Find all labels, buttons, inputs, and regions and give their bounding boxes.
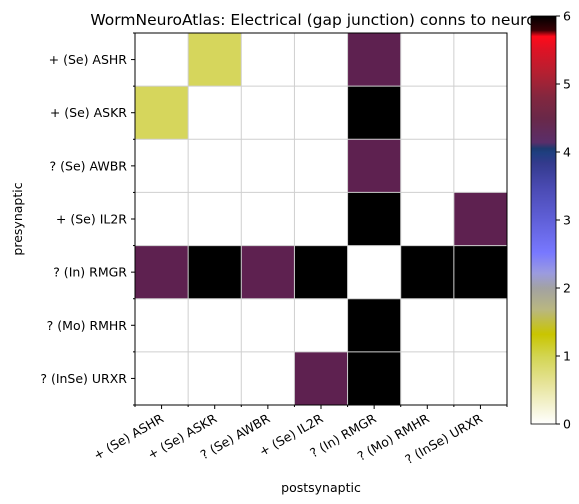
- heatmap-cell: [294, 351, 348, 406]
- heatmap-cell: [400, 33, 455, 87]
- heatmap-cell: [188, 245, 242, 300]
- y-tick-label: + (Se) ASKR: [50, 105, 127, 120]
- x-tick-labels: + (Se) ASHR+ (Se) ASKR? (Se) AWBR+ (Se) …: [91, 405, 508, 467]
- y-tick-label: + (Se) ASHR: [49, 52, 128, 67]
- heatmap-cell: [294, 192, 348, 246]
- heatmap-cell: [135, 351, 189, 406]
- heatmap-cell: [400, 192, 455, 246]
- heatmap-cell: [294, 298, 348, 353]
- heatmap-cell: [400, 139, 455, 193]
- heatmap-cell: [453, 33, 508, 87]
- heatmap-cell: [400, 86, 455, 140]
- heatmap-cell: [188, 192, 242, 246]
- y-tick-label: ? (Se) AWBR: [50, 158, 128, 173]
- heatmap-cell: [188, 139, 242, 193]
- colorbar-tick-label: 2: [563, 281, 571, 296]
- heatmap-cell: [400, 298, 455, 353]
- y-tick-labels: + (Se) ASHR + (Se) ASKR ? (Se) AWBR + (Se) …: [40, 32, 135, 406]
- heatmap-cell: [453, 86, 508, 140]
- colorbar-tick-label: 0: [563, 417, 571, 432]
- heatmap-cell: [400, 351, 455, 406]
- y-tick-label: ? (Mo) RMHR: [47, 318, 128, 333]
- colorbar: [530, 15, 557, 425]
- chart-title: WormNeuroAtlas: Electrical (gap junction…: [90, 11, 553, 29]
- heatmap-cell: [347, 192, 402, 246]
- heatmap-cell: [294, 139, 348, 193]
- heatmap-cell: [453, 139, 508, 193]
- heatmap-cell: [241, 192, 295, 246]
- heatmap-cell: [241, 351, 295, 406]
- x-axis-label: postsynaptic: [281, 480, 361, 495]
- heatmap-cell: [347, 298, 402, 353]
- heatmap-cell: [347, 86, 402, 140]
- colorbar-tick-label: 6: [563, 9, 571, 24]
- heatmap-cell: [241, 86, 295, 140]
- heatmap-cell: [241, 245, 295, 300]
- heatmap-cell: [347, 245, 402, 300]
- heatmap-cell: [453, 351, 508, 406]
- heatmap-cell: [188, 351, 242, 406]
- heatmap-cell: [347, 33, 402, 87]
- heatmap-cell: [135, 298, 189, 353]
- y-tick-label: + (Se) IL2R: [56, 212, 127, 227]
- y-axis-label: presynaptic: [10, 182, 25, 255]
- heatmap-cell: [135, 139, 189, 193]
- heatmap-cell: [135, 33, 189, 87]
- heatmap-cell: [188, 298, 242, 353]
- heatmap-cell: [294, 86, 348, 140]
- heatmap-cell: [241, 298, 295, 353]
- heatmap-cell: [241, 139, 295, 193]
- heatmap-cell: [453, 192, 508, 246]
- grid-lines: [135, 33, 507, 405]
- heatmap-cells: [135, 33, 508, 406]
- y-tick-label: ? (InSe) URXR: [40, 371, 127, 386]
- y-tick-label: ? (In) RMGR: [53, 265, 127, 280]
- heatmap-cell: [453, 298, 508, 353]
- colorbar-tick-label: 4: [563, 145, 571, 160]
- colorbar-tick-label: 5: [563, 77, 571, 92]
- heatmap-cell: [135, 245, 189, 300]
- heatmap-cell: [347, 351, 402, 406]
- heatmap-cell: [347, 139, 402, 193]
- heatmap-cell: [294, 245, 348, 300]
- heatmap-cell: [294, 33, 348, 87]
- colorbar-tick-label: 3: [563, 213, 571, 228]
- heatmap-cell: [241, 33, 295, 87]
- heatmap-cell: [400, 245, 455, 300]
- heatmap-cell: [453, 245, 508, 300]
- heatmap-cell: [188, 86, 242, 140]
- heatmap-cell: [135, 192, 189, 246]
- heatmap-cell: [188, 33, 242, 87]
- colorbar-tick-label: 1: [563, 349, 571, 364]
- colorbar-ticks: 0 1 2 3 4 5 6: [556, 9, 571, 432]
- heatmap-cell: [135, 86, 189, 140]
